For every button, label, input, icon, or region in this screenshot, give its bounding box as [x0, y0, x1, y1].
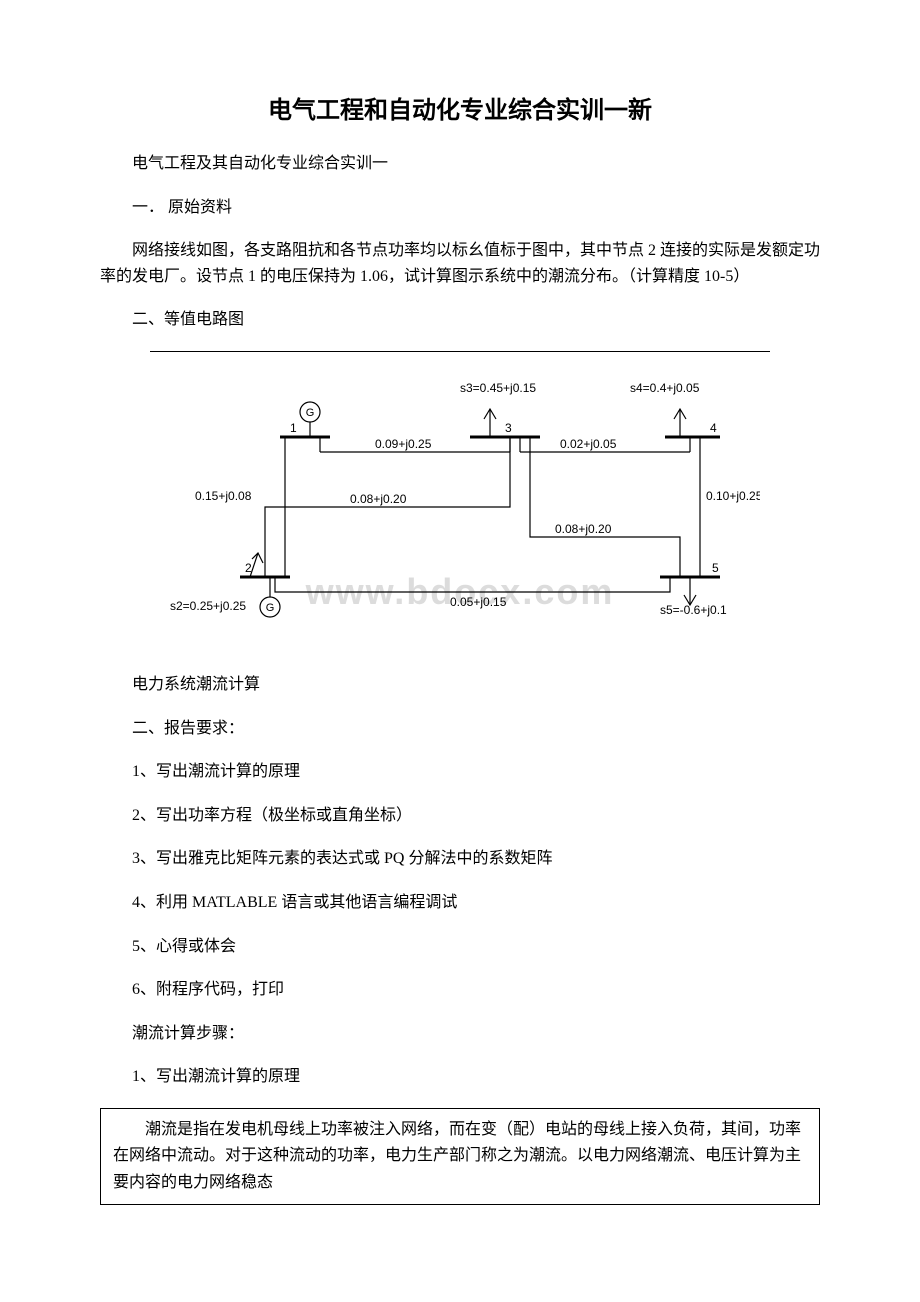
- svg-text:s5=-0.6+j0.1: s5=-0.6+j0.1: [660, 603, 727, 617]
- page-title: 电气工程和自动化专业综合实训一新: [100, 90, 820, 125]
- subtitle: 电气工程及其自动化专业综合实训一: [100, 151, 820, 177]
- section1-body: 网络接线如图，各支路阻抗和各节点功率均以标幺值标于图中，其中节点 2 连接的实际…: [100, 238, 820, 289]
- svg-text:0.08+j0.20: 0.08+j0.20: [350, 492, 407, 506]
- req-item-3: 3、写出雅克比矩阵元素的表达式或 PQ 分解法中的系数矩阵: [100, 846, 820, 872]
- svg-text:0.05+j0.15: 0.05+j0.15: [450, 595, 507, 609]
- svg-text:5: 5: [712, 561, 719, 575]
- svg-text:1: 1: [290, 421, 297, 435]
- req-item-6: 6、附程序代码，打印: [100, 977, 820, 1003]
- svg-text:G: G: [306, 407, 315, 419]
- step1-heading: 1、写出潮流计算的原理: [100, 1064, 820, 1090]
- svg-text:4: 4: [710, 421, 717, 435]
- svg-text:3: 3: [505, 421, 512, 435]
- svg-text:0.15+j0.08: 0.15+j0.08: [195, 489, 252, 503]
- svg-text:0.10+j0.25: 0.10+j0.25: [706, 489, 760, 503]
- req-item-5: 5、心得或体会: [100, 934, 820, 960]
- svg-text:G: G: [266, 602, 275, 614]
- svg-text:s4=0.4+j0.05: s4=0.4+j0.05: [630, 381, 700, 395]
- diagram-caption: 电力系统潮流计算: [100, 672, 820, 698]
- req-item-4: 4、利用 MATLABLE 语言或其他语言编程调试: [100, 890, 820, 916]
- section3-heading: 二、报告要求：: [100, 716, 820, 742]
- steps-heading: 潮流计算步骤：: [100, 1021, 820, 1047]
- req-item-1: 1、写出潮流计算的原理: [100, 759, 820, 785]
- circuit-svg: www.bdocx.com0.09+j0.250.02+j0.050.15+j0…: [160, 372, 760, 632]
- svg-text:s3=0.45+j0.15: s3=0.45+j0.15: [460, 381, 536, 395]
- svg-text:s2=0.25+j0.25: s2=0.25+j0.25: [170, 599, 246, 613]
- circuit-diagram: www.bdocx.com0.09+j0.250.02+j0.050.15+j0…: [150, 351, 770, 632]
- req-item-2: 2、写出功率方程（极坐标或直角坐标）: [100, 803, 820, 829]
- principle-box: 潮流是指在发电机母线上功率被注入网络，而在变（配）电站的母线上接入负荷，其间，功…: [100, 1108, 820, 1205]
- svg-text:0.09+j0.25: 0.09+j0.25: [375, 437, 432, 451]
- section1-heading: 一． 原始资料: [100, 195, 820, 221]
- section2-heading: 二、等值电路图: [100, 307, 820, 333]
- svg-text:0.08+j0.20: 0.08+j0.20: [555, 522, 612, 536]
- svg-text:0.02+j0.05: 0.02+j0.05: [560, 437, 617, 451]
